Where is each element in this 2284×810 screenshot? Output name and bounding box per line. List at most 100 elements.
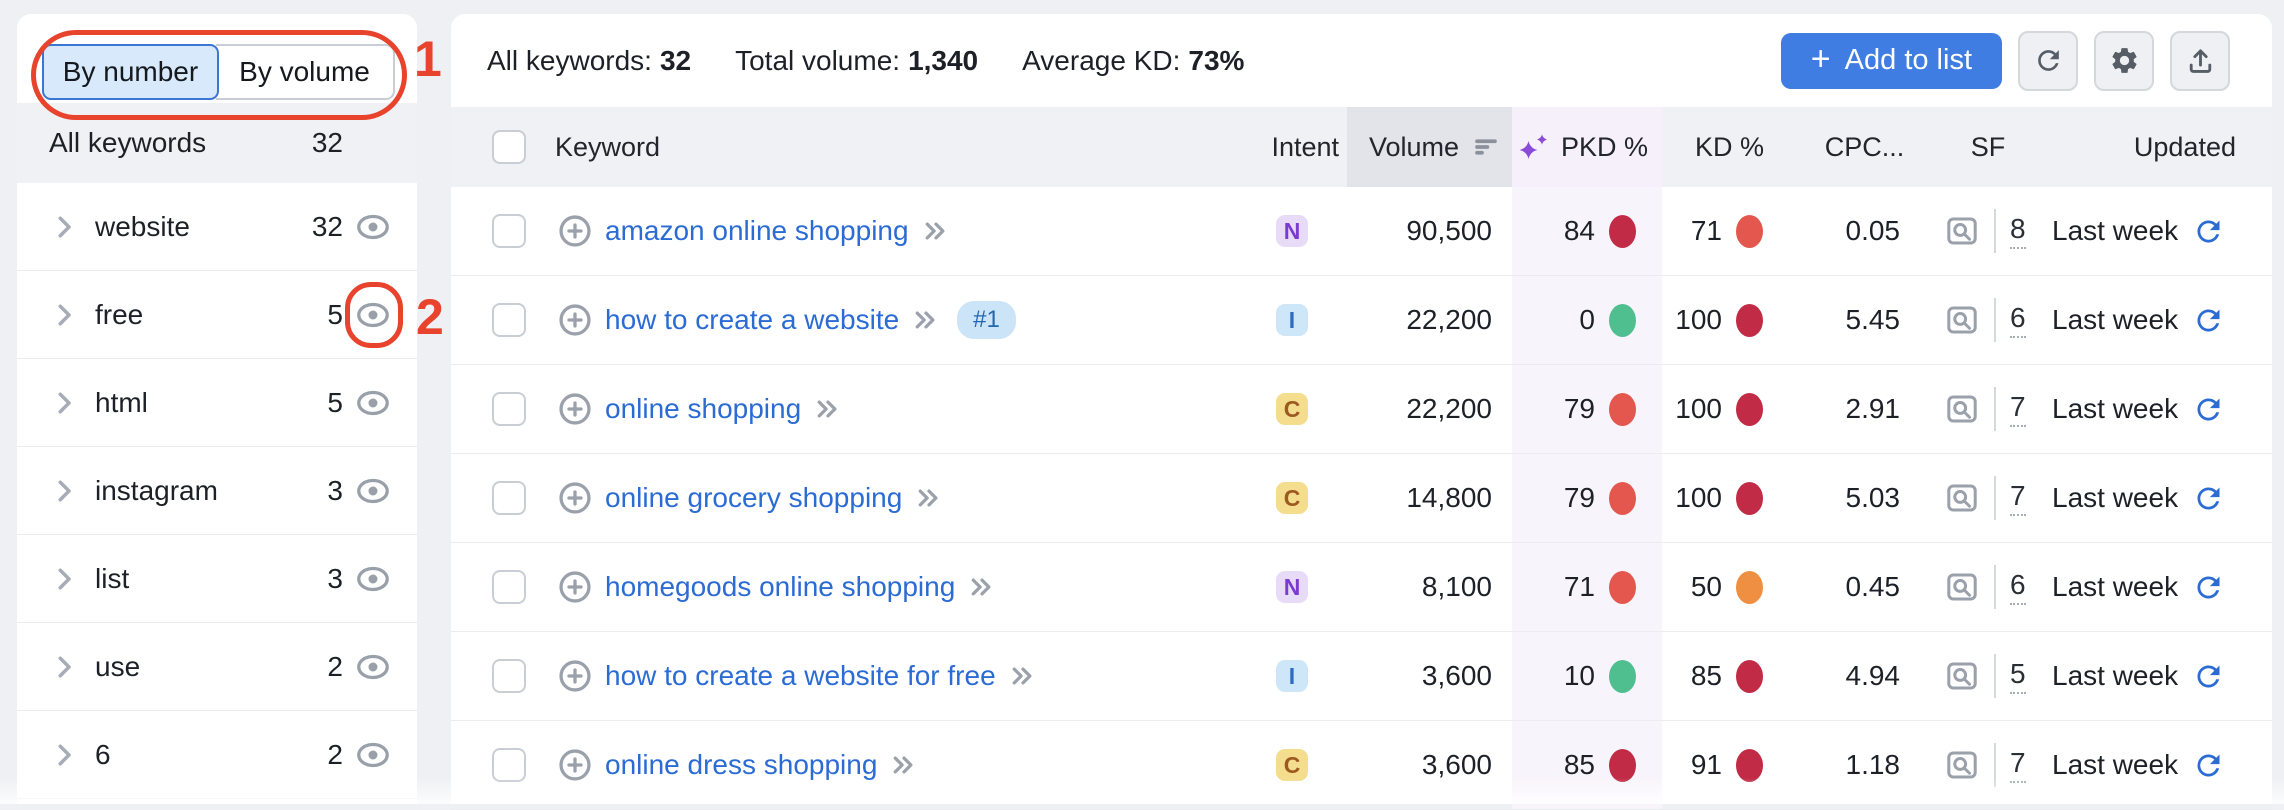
chevron-right-icon[interactable] bbox=[49, 652, 79, 682]
sf-count[interactable]: 6 bbox=[2010, 302, 2026, 338]
keyword-link[interactable]: online dress shopping bbox=[605, 749, 878, 780]
settings-button[interactable] bbox=[2094, 30, 2154, 91]
chevron-right-icon[interactable] bbox=[49, 476, 79, 506]
refresh-metrics-icon[interactable] bbox=[2192, 660, 2225, 693]
keyword-link[interactable]: amazon online shopping bbox=[605, 215, 909, 246]
serp-features-icon[interactable] bbox=[1944, 391, 1980, 427]
chevron-right-icon[interactable] bbox=[49, 564, 79, 594]
sf-count[interactable]: 8 bbox=[2010, 213, 2026, 249]
row-checkbox[interactable] bbox=[492, 659, 526, 693]
refresh-button[interactable] bbox=[2018, 30, 2078, 91]
serp-features-icon[interactable] bbox=[1944, 747, 1980, 783]
chevron-right-icon[interactable] bbox=[49, 388, 79, 418]
expand-keyword-icon[interactable] bbox=[1008, 661, 1038, 691]
add-keyword-icon[interactable] bbox=[557, 302, 593, 338]
eye-icon[interactable] bbox=[355, 649, 391, 685]
sf-count[interactable]: 5 bbox=[2010, 658, 2026, 694]
refresh-metrics-icon[interactable] bbox=[2192, 393, 2225, 426]
intent-badge[interactable]: I bbox=[1276, 304, 1308, 336]
group-item-free[interactable]: free 5 bbox=[17, 271, 417, 359]
expand-keyword-icon[interactable] bbox=[921, 216, 951, 246]
sf-count[interactable]: 7 bbox=[2010, 747, 2026, 783]
export-button[interactable] bbox=[2170, 30, 2230, 91]
eye-icon[interactable] bbox=[355, 473, 391, 509]
group-item-instagram[interactable]: instagram 3 bbox=[17, 447, 417, 535]
volume-cell: 3,600 bbox=[1421, 660, 1492, 691]
add-to-list-button[interactable]: + Add to list bbox=[1780, 32, 2002, 89]
chevron-right-icon[interactable] bbox=[49, 300, 79, 330]
keyword-link[interactable]: how to create a website for free bbox=[605, 660, 996, 691]
row-checkbox[interactable] bbox=[492, 214, 526, 248]
group-count: 5 bbox=[327, 298, 343, 330]
group-label: website bbox=[95, 210, 190, 242]
toggle-by-volume[interactable]: By volume bbox=[216, 44, 395, 100]
eye-icon[interactable] bbox=[355, 385, 391, 421]
serp-features-icon[interactable] bbox=[1944, 302, 1980, 338]
intent-badge[interactable]: C bbox=[1276, 393, 1308, 425]
expand-keyword-icon[interactable] bbox=[911, 305, 941, 335]
kd-dot bbox=[1736, 748, 1763, 782]
cpc-cell: 4.94 bbox=[1845, 660, 1901, 691]
eye-icon[interactable] bbox=[355, 297, 391, 333]
group-item-list[interactable]: list 3 bbox=[17, 535, 417, 623]
toggle-by-number[interactable]: By number bbox=[42, 44, 219, 100]
intent-badge[interactable]: N bbox=[1276, 571, 1308, 603]
expand-keyword-icon[interactable] bbox=[914, 483, 944, 513]
all-keywords-header[interactable]: All keywords 32 bbox=[17, 103, 417, 183]
select-all-checkbox[interactable] bbox=[492, 130, 526, 164]
col-kd[interactable]: KD % bbox=[1694, 131, 1765, 162]
row-checkbox[interactable] bbox=[492, 392, 526, 426]
chevron-right-icon[interactable] bbox=[49, 212, 79, 242]
eye-icon[interactable] bbox=[355, 561, 391, 597]
refresh-metrics-icon[interactable] bbox=[2192, 571, 2225, 604]
add-keyword-icon[interactable] bbox=[557, 569, 593, 605]
refresh-metrics-icon[interactable] bbox=[2192, 482, 2225, 515]
col-pkd[interactable]: PKD % bbox=[1512, 107, 1662, 187]
group-item-6[interactable]: 6 2 bbox=[17, 711, 417, 799]
refresh-metrics-icon[interactable] bbox=[2192, 304, 2225, 337]
keyword-link[interactable]: online shopping bbox=[605, 393, 802, 424]
sf-count[interactable]: 7 bbox=[2010, 480, 2026, 516]
add-keyword-icon[interactable] bbox=[557, 747, 593, 783]
keyword-link[interactable]: online grocery shopping bbox=[605, 482, 903, 513]
serp-features-icon[interactable] bbox=[1944, 569, 1980, 605]
keyword-link[interactable]: how to create a website bbox=[605, 304, 900, 335]
expand-keyword-icon[interactable] bbox=[967, 572, 997, 602]
refresh-metrics-icon[interactable] bbox=[2192, 215, 2225, 248]
serp-features-icon[interactable] bbox=[1944, 213, 1980, 249]
col-updated[interactable]: Updated bbox=[2133, 131, 2236, 162]
sf-count[interactable]: 7 bbox=[2010, 391, 2026, 427]
refresh-metrics-icon[interactable] bbox=[2192, 749, 2225, 782]
chevron-right-icon[interactable] bbox=[49, 740, 79, 770]
expand-keyword-icon[interactable] bbox=[889, 750, 919, 780]
col-keyword[interactable]: Keyword bbox=[555, 131, 661, 162]
row-checkbox[interactable] bbox=[492, 570, 526, 604]
row-checkbox[interactable] bbox=[492, 303, 526, 337]
row-checkbox[interactable] bbox=[492, 481, 526, 515]
intent-badge[interactable]: C bbox=[1276, 482, 1308, 514]
sf-count[interactable]: 6 bbox=[2010, 569, 2026, 605]
group-item-use[interactable]: use 2 bbox=[17, 623, 417, 711]
add-keyword-icon[interactable] bbox=[557, 213, 593, 249]
col-sf[interactable]: SF bbox=[1970, 131, 2006, 162]
refresh-icon bbox=[2033, 45, 2064, 76]
col-volume[interactable]: Volume bbox=[1347, 107, 1512, 187]
intent-badge[interactable]: N bbox=[1276, 215, 1308, 247]
eye-icon[interactable] bbox=[355, 737, 391, 773]
add-keyword-icon[interactable] bbox=[557, 480, 593, 516]
row-checkbox[interactable] bbox=[492, 748, 526, 782]
expand-keyword-icon[interactable] bbox=[813, 394, 843, 424]
keyword-link[interactable]: homegoods online shopping bbox=[605, 571, 956, 602]
group-item-website[interactable]: website 32 bbox=[17, 183, 417, 271]
intent-badge[interactable]: I bbox=[1276, 660, 1308, 692]
add-keyword-icon[interactable] bbox=[557, 391, 593, 427]
serp-features-icon[interactable] bbox=[1944, 658, 1980, 694]
group-item-html[interactable]: html 5 bbox=[17, 359, 417, 447]
col-intent[interactable]: Intent bbox=[1271, 131, 1339, 162]
serp-features-icon[interactable] bbox=[1944, 480, 1980, 516]
eye-icon[interactable] bbox=[355, 209, 391, 245]
col-cpc[interactable]: CPC... bbox=[1824, 131, 1905, 162]
intent-badge[interactable]: C bbox=[1276, 749, 1308, 781]
add-keyword-icon[interactable] bbox=[557, 658, 593, 694]
pkd-dot bbox=[1609, 481, 1636, 515]
